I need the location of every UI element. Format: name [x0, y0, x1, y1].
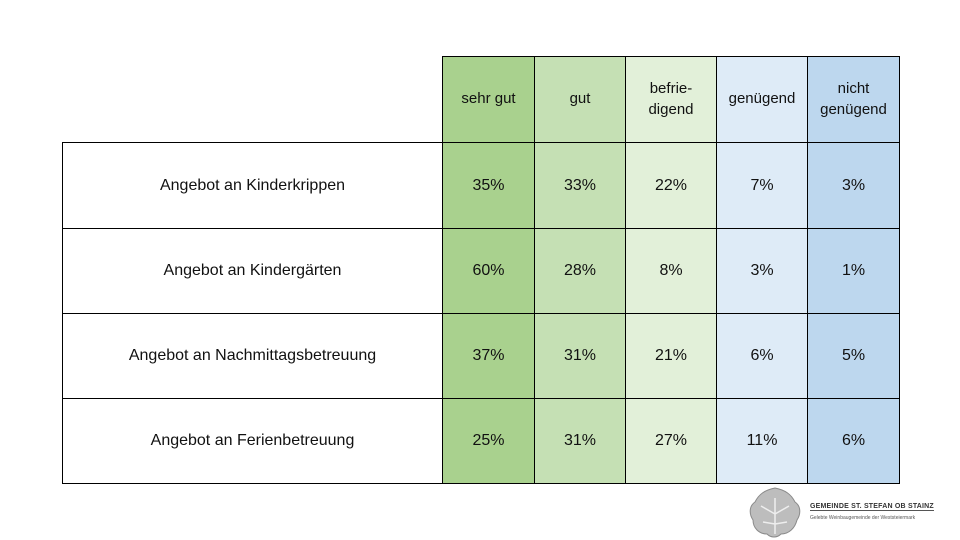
table-cell: 11% [716, 398, 808, 484]
row-label: Angebot an Ferienbetreuung [62, 398, 443, 484]
table-cell: 35% [442, 142, 535, 229]
table-cell: 3% [716, 228, 808, 314]
table-cell: 8% [625, 228, 717, 314]
column-header: sehr gut [442, 56, 535, 143]
table-cell: 27% [625, 398, 717, 484]
table-cell: 5% [807, 313, 900, 399]
column-header: befrie- digend [625, 56, 717, 143]
table-cell: 3% [807, 142, 900, 229]
logo-subtitle: Gelebte Weinbaugemeinde der Weststeierma… [810, 515, 916, 521]
table-cell: 31% [534, 398, 626, 484]
table-cell: 21% [625, 313, 717, 399]
logo-leaf [749, 487, 801, 538]
row-label: Angebot an Kindergärten [62, 228, 443, 314]
table-cell: 7% [716, 142, 808, 229]
table-cell: 6% [807, 398, 900, 484]
column-header: gut [534, 56, 626, 143]
table-cell: 1% [807, 228, 900, 314]
table-cell: 31% [534, 313, 626, 399]
table-cell: 33% [534, 142, 626, 229]
column-header: genügend [716, 56, 808, 143]
table-cell: 28% [534, 228, 626, 314]
table-cell: 6% [716, 313, 808, 399]
logo-title: GEMEINDE ST. STEFAN OB STAINZ [810, 503, 934, 511]
table-cell: 25% [442, 398, 535, 484]
row-label: Angebot an Kinderkrippen [62, 142, 443, 229]
table-cell: 60% [442, 228, 535, 314]
column-header: nicht genügend [807, 56, 900, 143]
row-label: Angebot an Nachmittagsbetreuung [62, 313, 443, 399]
table-cell: 22% [625, 142, 717, 229]
table-cell: 37% [442, 313, 535, 399]
